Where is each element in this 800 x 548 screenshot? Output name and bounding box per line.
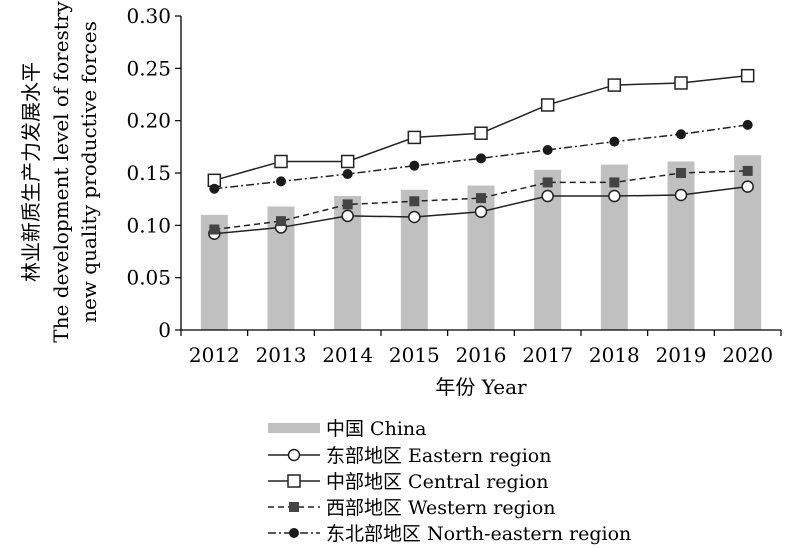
point-western-region [609,177,620,188]
y-axis-title-line-2: The development level of forestry [49,1,73,343]
point-western-region [209,224,220,235]
y-tick-label: 0.20 [126,109,171,133]
point-north-eastern-region [542,144,553,155]
x-axis-title: 年份 Year [435,375,527,399]
point-eastern-region [541,189,554,203]
legend-label-eastern: 东部地区 Eastern region [326,445,551,467]
point-western-region [676,168,686,178]
y-axis-title-line-3: new quality productive forces [77,21,101,323]
point-north-eastern-region [209,183,220,194]
y-tick-label: 0.15 [126,161,171,185]
y-axis-title-line-1: 林业新质生产力发展水平 [19,62,43,282]
x-tick-label: 2014 [322,343,373,367]
y-tick-label: 0.10 [126,213,171,237]
point-eastern-region [474,205,488,218]
y-tick-label: 0.30 [126,4,171,28]
x-tick-label: 2012 [189,343,240,367]
point-central-region [340,154,355,169]
legend-item-western: 西部地区 Western region [268,497,556,519]
legend-item-china: 中国 China [268,418,426,440]
legend-swatch-china [268,423,320,433]
point-north-eastern-region [676,129,686,140]
series-marker-layer [207,68,755,240]
legend-label-western: 西部地区 Western region [326,497,556,519]
point-western-region [342,199,353,210]
x-tick-label: 2016 [456,343,507,367]
legend-label-central: 中部地区 Central region [326,471,548,493]
point-eastern-region [741,180,754,193]
point-north-eastern-region [276,176,286,187]
series-line-western-region [214,170,748,231]
point-central-region [740,68,755,83]
point-central-region [607,78,622,92]
legend-marker-central [287,474,301,488]
point-central-region [474,126,488,140]
point-north-eastern-region [476,153,486,164]
bar-china [600,164,628,330]
bar-china [667,161,695,330]
point-central-region [540,98,555,112]
point-central-region [674,76,688,90]
point-western-region [476,193,486,204]
point-western-region [742,165,753,176]
legend-item-eastern: 东部地区 Eastern region [268,445,551,467]
legend-item-northeastern: 东北部地区 North-eastern region [268,523,631,545]
x-tick-label: 2019 [656,343,707,367]
legend-marker-western [289,502,299,512]
point-north-eastern-region [409,160,420,171]
legend: 中国 China 东部地区 Eastern region 中部地区 Centra… [268,418,631,545]
point-eastern-region [408,210,421,224]
point-eastern-region [674,188,688,202]
legend-label-china: 中国 China [326,418,426,440]
point-western-region [542,177,553,188]
point-western-region [409,196,420,207]
point-central-region [274,154,288,169]
bar-layer [200,155,762,330]
y-tick-label: 0.05 [126,266,171,290]
y-tick-label: 0.25 [126,56,171,80]
legend-label-northeastern: 东北部地区 North-eastern region [326,523,631,545]
x-tick-label: 2015 [389,343,440,367]
point-north-eastern-region [742,119,753,130]
y-axis-title: 林业新质生产力发展水平 The development level of for… [19,1,101,343]
x-tick-label: 2018 [589,343,640,367]
legend-item-central: 中部地区 Central region [268,471,548,493]
point-north-eastern-region [342,169,353,180]
y-tick-label: 0 [158,318,171,342]
legend-marker-eastern [287,448,301,462]
x-tick-label: 2017 [522,343,573,367]
point-eastern-region [608,189,621,203]
y-tick-layer: 0 0.05 0.10 0.15 0.20 0.25 0.30 [126,4,181,342]
x-tick-label: 2013 [256,343,307,367]
point-north-eastern-region [609,136,620,147]
point-western-region [276,216,286,227]
x-tick-label: 2020 [722,343,773,367]
point-eastern-region [341,209,354,223]
x-tick-layer: 2012 2013 2014 2015 2016 2017 2018 2019 2020 [180,330,782,367]
legend-marker-northeastern [289,528,299,538]
point-central-region [407,130,422,145]
